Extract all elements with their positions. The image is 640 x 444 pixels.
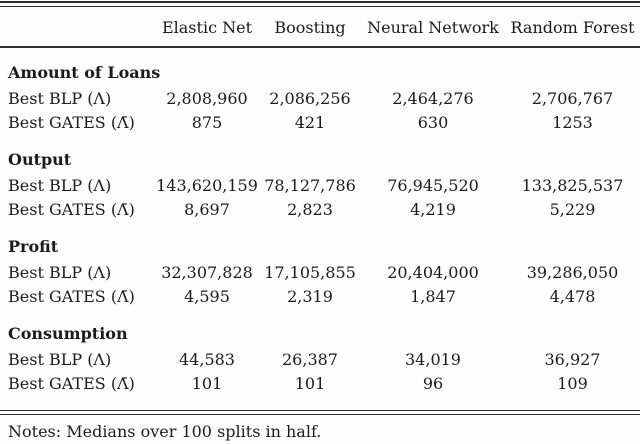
table-row: Best GATES (Λ̄) 101 101 96 109: [0, 372, 640, 396]
section-title: Amount of Loans: [8, 63, 161, 82]
cell-value: 5,229: [549, 200, 596, 219]
cell-value: 8,697: [184, 200, 230, 219]
row-label-blp: Best BLP (Λ): [8, 350, 112, 369]
cell-value: 78,127,786: [264, 176, 356, 195]
section-title: Output: [8, 150, 72, 169]
cell-value: 96: [422, 374, 444, 393]
column-header-neural-network: Neural Network: [361, 7, 505, 48]
cell-value: 26,387: [282, 350, 338, 369]
table-bottom-double-rule: [0, 410, 640, 415]
row-label-gates: Best GATES (Λ̄): [8, 113, 135, 132]
table-row: Best BLP (Λ) 2,808,960 2,086,256 2,464,2…: [0, 87, 640, 111]
table-notes: Notes: Medians over 100 splits in half.: [8, 422, 322, 441]
cell-value: 421: [294, 113, 326, 132]
cell-value: 109: [557, 374, 588, 393]
cell-value: 2,706,767: [531, 89, 614, 108]
header-row: Elastic Net Boosting Neural Network Rand…: [0, 7, 640, 48]
section-row-profit: Profit: [0, 222, 640, 261]
row-label-blp: Best BLP (Λ): [8, 89, 112, 108]
cell-value: 2,319: [287, 287, 333, 306]
table-body: Amount of Loans Best BLP (Λ) 2,808,960 2…: [0, 47, 640, 396]
row-label-gates: Best GATES (Λ̄): [8, 374, 135, 393]
results-table: Elastic Net Boosting Neural Network Rand…: [0, 7, 640, 396]
cell-value: 32,307,828: [161, 263, 253, 282]
cell-value: 875: [191, 113, 223, 132]
cell-value: 1,847: [410, 287, 456, 306]
cell-value: 4,219: [410, 200, 456, 219]
cell-value: 2,823: [287, 200, 333, 219]
table-row: Best BLP (Λ) 143,620,159 78,127,786 76,9…: [0, 174, 640, 198]
table-row: Best GATES (Λ̄) 4,595 2,319 1,847 4,478: [0, 285, 640, 309]
cell-value: 39,286,050: [526, 263, 619, 282]
cell-value: 20,404,000: [387, 263, 479, 282]
section-row-amount-of-loans: Amount of Loans: [0, 47, 640, 87]
table-row: Best GATES (Λ̄) 875 421 630 1253: [0, 111, 640, 135]
row-label-blp: Best BLP (Λ): [8, 263, 112, 282]
column-header-elastic-net: Elastic Net: [155, 7, 259, 48]
section-row-consumption: Consumption: [0, 309, 640, 348]
cell-value: 4,478: [549, 287, 596, 306]
column-header-boosting: Boosting: [259, 7, 361, 48]
cell-value: 76,945,520: [387, 176, 479, 195]
table-header: Elastic Net Boosting Neural Network Rand…: [0, 7, 640, 48]
cell-value: 2,086,256: [269, 89, 351, 108]
row-label-gates: Best GATES (Λ̄): [8, 200, 135, 219]
section-row-output: Output: [0, 135, 640, 174]
cell-value: 630: [417, 113, 449, 132]
cell-value: 17,105,855: [264, 263, 356, 282]
section-title: Consumption: [8, 324, 128, 343]
cell-value: 36,927: [544, 350, 601, 369]
table-row: Best BLP (Λ) 32,307,828 17,105,855 20,40…: [0, 261, 640, 285]
table-row: Best BLP (Λ) 44,583 26,387 34,019 36,927: [0, 348, 640, 372]
column-header-random-forest: Random Forest: [505, 7, 640, 48]
cell-value: 101: [191, 374, 223, 393]
cell-value: 1253: [552, 113, 593, 132]
corner-cell: [0, 7, 155, 48]
row-label-gates: Best GATES (Λ̄): [8, 287, 135, 306]
cell-value: 101: [294, 374, 326, 393]
cell-value: 4,595: [184, 287, 230, 306]
table-top-double-rule: [0, 1, 640, 7]
cell-value: 2,808,960: [166, 89, 248, 108]
section-title: Profit: [8, 237, 59, 256]
cell-value: 2,464,276: [392, 89, 474, 108]
cell-value: 133,825,537: [521, 176, 624, 195]
row-label-blp: Best BLP (Λ): [8, 176, 112, 195]
cell-value: 44,583: [179, 350, 235, 369]
cell-value: 34,019: [405, 350, 461, 369]
cell-value: 143,620,159: [156, 176, 258, 195]
table-row: Best GATES (Λ̄) 8,697 2,823 4,219 5,229: [0, 198, 640, 222]
